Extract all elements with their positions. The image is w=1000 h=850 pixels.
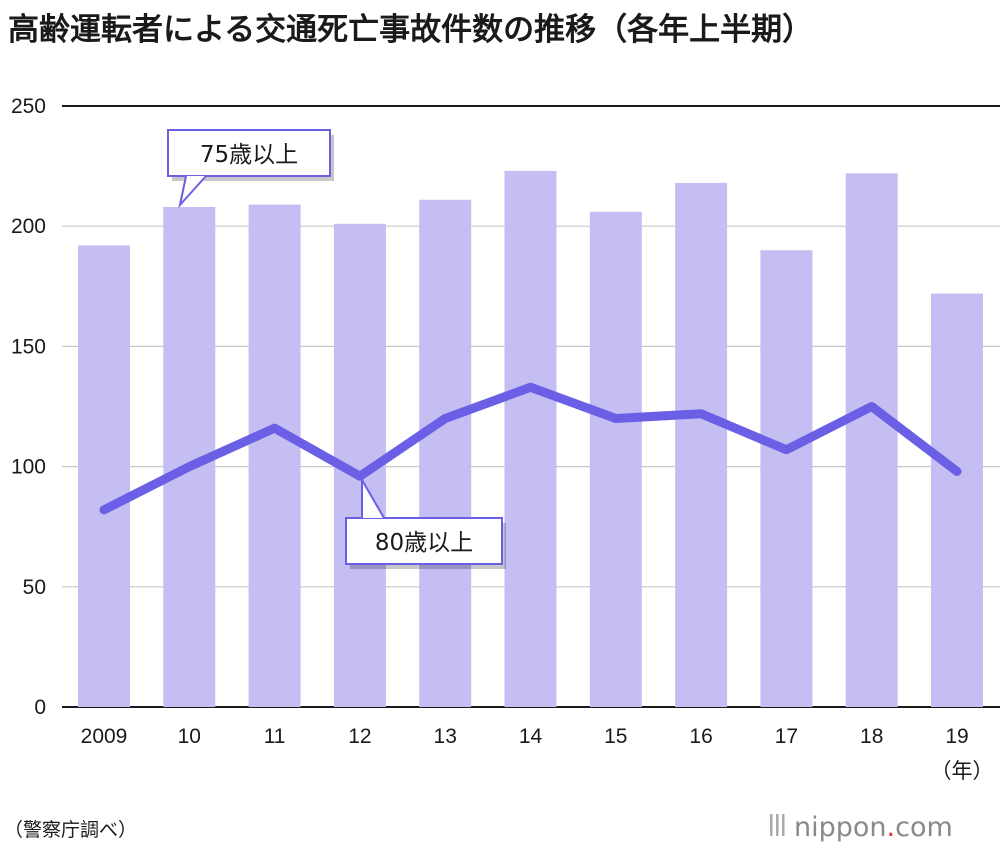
x-tick-label: 17 xyxy=(775,725,798,748)
callout-label: 75歳以上 xyxy=(200,142,298,168)
logo-bars-icon xyxy=(770,814,785,836)
logo-text: nippon.com xyxy=(794,812,953,843)
x-tick-label: 18 xyxy=(860,725,883,748)
bars xyxy=(78,170,983,708)
y-tick-label: 200 xyxy=(11,215,46,238)
chart-title: 高齢運転者による交通死亡事故件数の推移（各年上半期） xyxy=(8,12,813,48)
line-80-point-19 xyxy=(956,470,958,472)
x-tick-label: 10 xyxy=(178,725,201,748)
line-series xyxy=(99,382,962,515)
bar-75-2009 xyxy=(78,245,130,707)
callout-pointer-edge xyxy=(178,175,207,209)
callout-75: 75歳以上 xyxy=(167,129,334,209)
nippon-logo: nippon.com xyxy=(770,812,953,843)
x-tick-label: 12 xyxy=(348,725,371,748)
callout-box xyxy=(167,129,331,177)
logo-text-right: com xyxy=(895,812,953,843)
y-axis: 0 50 100 150 200 250 xyxy=(11,95,46,719)
x-tick-label: 13 xyxy=(434,725,457,748)
callout-label: 80歳以上 xyxy=(375,530,473,556)
x-tick-label: 19 xyxy=(945,725,968,748)
line-80-point-10 xyxy=(188,466,190,468)
y-tick-label: 0 xyxy=(34,696,46,719)
bar-75-11 xyxy=(248,204,301,707)
logo-text-left: nippon xyxy=(794,812,887,843)
bar-75-19 xyxy=(931,293,983,707)
y-tick-label: 100 xyxy=(11,456,46,479)
bar-75-17 xyxy=(760,250,813,708)
x-axis: 2009 10 11 12 13 14 15 16 17 18 19 xyxy=(81,725,969,748)
line-80-point-14 xyxy=(530,386,531,388)
x-tick-label: 14 xyxy=(519,725,543,748)
line-80-point-13 xyxy=(444,418,446,420)
x-tick-label: 11 xyxy=(264,725,286,748)
line-80-point-12 xyxy=(359,475,361,477)
line-80-point-11 xyxy=(274,427,276,429)
line-80-point-2009 xyxy=(103,509,105,511)
x-tick-label: 15 xyxy=(604,725,627,748)
y-tick-label: 50 xyxy=(23,576,46,599)
y-tick-label: 150 xyxy=(11,335,46,358)
line-80-point-17 xyxy=(785,449,787,451)
bar-75-18 xyxy=(845,173,898,707)
logo-dot: . xyxy=(887,812,896,843)
x-tick-label: 2009 xyxy=(81,725,128,748)
bar-75-16 xyxy=(675,182,728,708)
callout-80: 80歳以上 xyxy=(345,476,506,569)
line-80-point-18 xyxy=(871,406,873,407)
source-note: （警察庁調べ） xyxy=(4,819,137,841)
callout-pointer-edge xyxy=(361,476,385,519)
callouts: 75歳以上 80歳以上 xyxy=(167,129,506,569)
line-80-point-16 xyxy=(700,413,702,415)
line-80-point-15 xyxy=(615,418,617,420)
bar-75-13 xyxy=(419,199,472,708)
callout-box xyxy=(345,517,503,565)
bar-75-15 xyxy=(589,211,642,707)
bar-75-14 xyxy=(504,170,557,707)
x-unit-label: （年） xyxy=(931,760,994,783)
x-tick-label: 16 xyxy=(689,725,712,748)
y-tick-label: 250 xyxy=(11,95,46,118)
